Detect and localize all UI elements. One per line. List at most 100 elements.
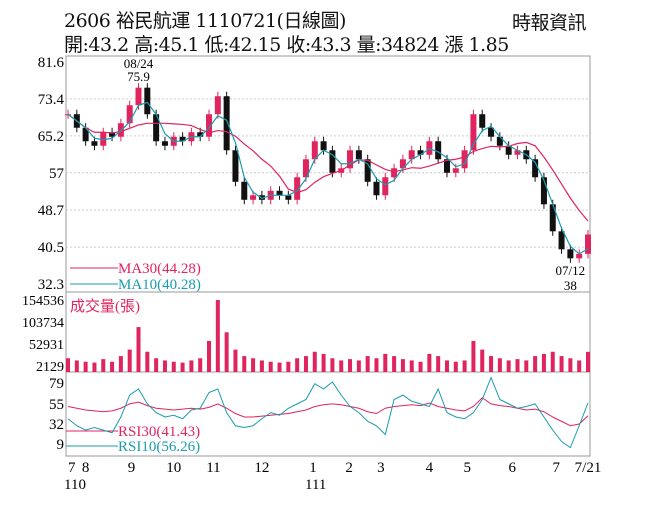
candle <box>496 136 503 146</box>
volume-bar <box>101 359 106 372</box>
plot-frame <box>65 55 591 457</box>
volume-bar <box>418 361 423 372</box>
ma30-line <box>67 113 589 222</box>
x-tick-label: 12 <box>254 460 269 476</box>
volume-bar <box>154 358 159 372</box>
price-tick-label: 40.5 <box>38 240 64 256</box>
candle <box>576 253 583 259</box>
volume-bar <box>118 356 123 372</box>
volume-bar <box>392 356 397 372</box>
volume-bar <box>374 358 379 372</box>
candle <box>153 114 160 142</box>
volume-bar <box>251 358 256 372</box>
volume-bar <box>180 362 185 372</box>
volume-bar <box>171 361 176 372</box>
volume-bar <box>559 356 564 372</box>
volume-bar <box>286 361 291 372</box>
candle <box>549 204 556 232</box>
volume-tick-label: 2129 <box>36 360 64 375</box>
x-tick-label: 3 <box>377 460 385 476</box>
volume-title: 成交量(張) <box>70 297 140 315</box>
volume-bar <box>471 340 476 372</box>
source-label: 時報資訊 <box>512 12 587 34</box>
candle <box>126 105 133 124</box>
candle <box>82 127 89 142</box>
price-tick-label: 81.6 <box>38 55 65 71</box>
legend-rsi30: RSI30(41.43) <box>118 424 200 440</box>
x-tick-label: 11 <box>206 460 220 476</box>
candle <box>391 168 398 178</box>
rsi-tick-label: 9 <box>57 437 65 453</box>
candle <box>179 136 186 142</box>
candle <box>567 249 574 259</box>
volume-bar <box>215 300 220 372</box>
candle <box>479 114 486 128</box>
rsi30-line <box>67 397 589 427</box>
candle <box>364 159 371 182</box>
volume-bar <box>74 360 79 372</box>
legend-rsi10: RSI10(56.26) <box>118 439 200 455</box>
candle <box>514 150 521 155</box>
price-tick-label: 65.2 <box>38 129 64 145</box>
volume-bar <box>233 349 238 372</box>
candle <box>470 114 477 151</box>
volume-bar <box>550 351 555 372</box>
candle <box>135 87 142 106</box>
x-year-label: 110 <box>64 477 86 493</box>
volume-bar <box>330 358 335 372</box>
volume-bar <box>586 351 590 372</box>
candle <box>408 150 415 160</box>
x-tick-label: 6 <box>508 460 516 476</box>
volume-bar <box>242 356 247 372</box>
x-tick-label: 7/21 <box>575 460 602 476</box>
volume-bar <box>506 360 511 372</box>
volume-bar <box>321 353 326 372</box>
candle <box>311 141 318 160</box>
volume-bar <box>444 360 449 372</box>
ma10-line <box>67 101 589 255</box>
candle <box>109 132 116 137</box>
candle <box>241 181 248 200</box>
candle <box>532 159 539 178</box>
candle <box>223 96 230 151</box>
volume-bar <box>189 360 194 372</box>
candle <box>443 159 450 173</box>
candle <box>197 132 204 137</box>
candle <box>461 150 468 169</box>
volume-bar <box>198 358 203 372</box>
volume-bar <box>541 353 546 372</box>
volume-bar <box>400 359 405 372</box>
volume-bar <box>136 327 141 372</box>
price-tick-label: 32.3 <box>38 277 64 293</box>
volume-bar <box>145 351 150 372</box>
candle <box>488 127 495 137</box>
volume-bar <box>356 360 361 372</box>
volume-bar <box>497 358 502 372</box>
candle <box>382 177 389 196</box>
volume-bar <box>480 349 485 372</box>
candle <box>161 141 168 146</box>
x-tick-label: 5 <box>464 460 472 476</box>
rsi10-line <box>67 376 589 449</box>
rsi-tick-label: 79 <box>49 376 64 392</box>
volume-bar <box>533 356 538 372</box>
rsi-tick-label: 55 <box>49 397 64 413</box>
candle <box>214 96 221 115</box>
candle <box>435 141 442 160</box>
volume-bar <box>277 362 282 372</box>
rsi-tick-label: 32 <box>49 417 64 433</box>
volume-bar <box>312 351 317 372</box>
price-tick-label: 48.7 <box>38 203 65 219</box>
candle <box>540 177 547 205</box>
volume-bar <box>268 361 273 372</box>
volume-tick-label: 52931 <box>29 338 64 353</box>
candle <box>426 141 433 155</box>
candle <box>294 177 301 200</box>
price-tick-label: 57 <box>49 166 65 182</box>
annotation-date: 07/12 <box>556 263 586 278</box>
volume-bar <box>66 358 70 372</box>
candle <box>276 190 283 196</box>
candle <box>373 181 380 196</box>
volume-bar <box>303 356 308 372</box>
